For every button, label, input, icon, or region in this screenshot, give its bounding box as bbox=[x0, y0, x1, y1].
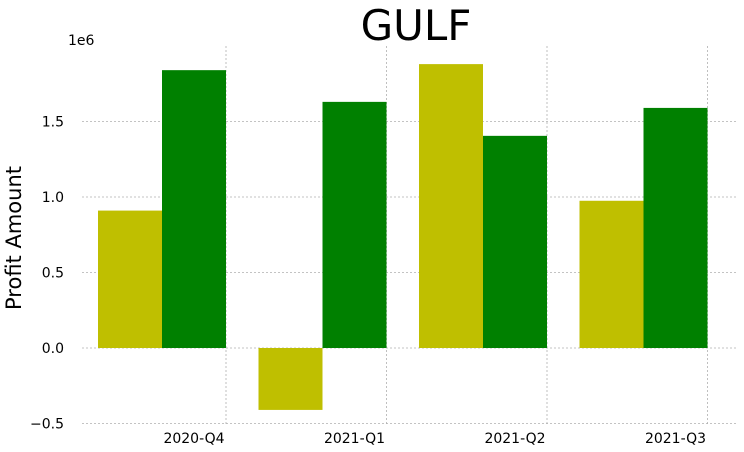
y-tick-label: −0.5 bbox=[30, 417, 64, 433]
bar-green-2020-Q4 bbox=[162, 70, 226, 348]
y-tick-label: 1.5 bbox=[42, 115, 64, 131]
chart-title: GULF bbox=[361, 1, 472, 50]
y-tick-label: 0.5 bbox=[42, 266, 64, 282]
y-tick-label: 0.0 bbox=[42, 341, 64, 357]
bar-green-2021-Q1 bbox=[322, 101, 387, 349]
x-tick-label: 2020-Q4 bbox=[163, 431, 224, 447]
bar-yellow-2020-Q4 bbox=[98, 210, 162, 348]
y-tick-label: 1.0 bbox=[42, 190, 64, 206]
bar-green-2021-Q3 bbox=[643, 107, 708, 348]
x-tick-label: 2021-Q3 bbox=[645, 431, 706, 447]
bar-yellow-2021-Q3 bbox=[579, 200, 644, 348]
y-axis-label: Profit Amount bbox=[2, 166, 26, 310]
bar-yellow-2021-Q2 bbox=[419, 64, 483, 349]
y-tick-labels: −0.5 0.0 0.5 1.0 1.5 bbox=[30, 115, 64, 433]
bar-green-2021-Q2 bbox=[483, 135, 547, 348]
x-tick-label: 2021-Q2 bbox=[484, 431, 545, 447]
bar-yellow-2021-Q1 bbox=[258, 348, 323, 410]
y-offset-label: 1e6 bbox=[68, 33, 95, 49]
x-tick-labels: 2020-Q4 2021-Q1 2021-Q2 2021-Q3 bbox=[163, 431, 706, 447]
x-tick-label: 2021-Q1 bbox=[324, 431, 385, 447]
bars bbox=[98, 64, 708, 410]
